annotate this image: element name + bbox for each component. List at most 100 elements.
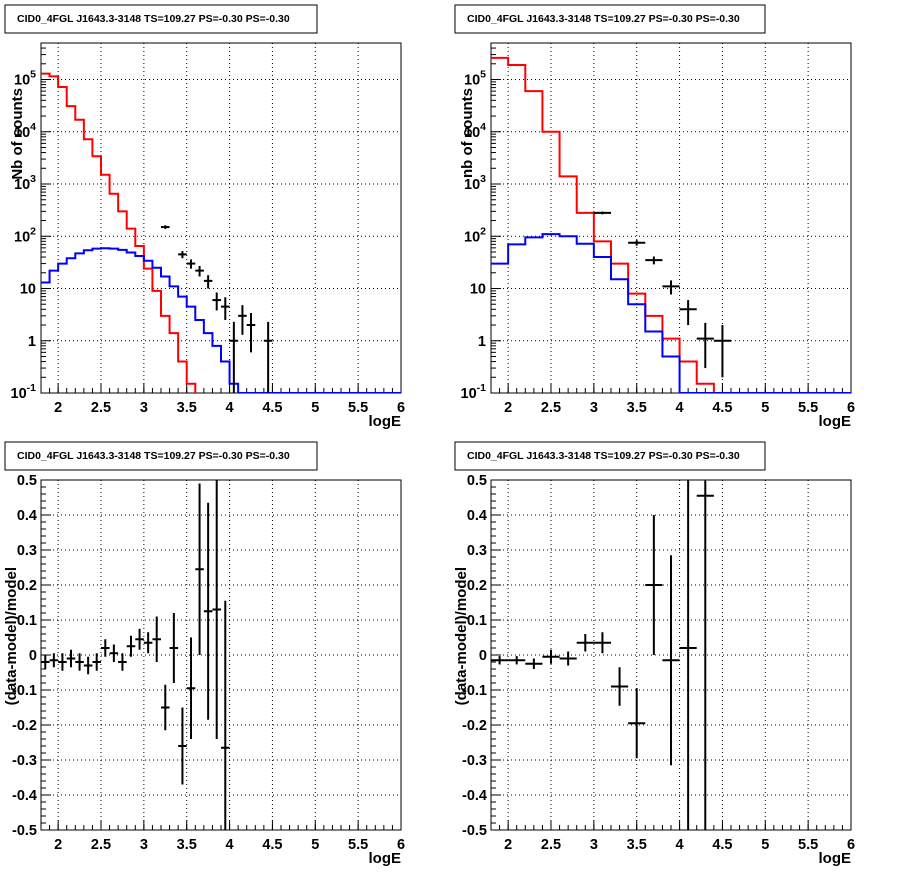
y-tick-label: 104 — [464, 121, 486, 141]
x-tick-label: 5 — [311, 837, 319, 853]
x-tick-label: 3.5 — [627, 400, 647, 416]
x-tick-label: 5.5 — [798, 837, 818, 853]
y-tick-label: -0.3 — [462, 753, 487, 769]
data-point — [221, 297, 230, 320]
data-point — [238, 305, 247, 335]
y-tick-label: 0.5 — [467, 473, 487, 489]
y-tick-label: 103 — [464, 173, 486, 193]
y-tick-label: 10 — [470, 282, 486, 298]
y-tick-label: -0.5 — [12, 823, 37, 839]
x-tick-label: 4 — [226, 837, 234, 853]
x-axis-label: logE — [369, 850, 402, 867]
data-point — [143, 632, 153, 654]
histogram-series-1 — [491, 56, 715, 393]
data-point — [178, 251, 187, 259]
data-point — [101, 639, 110, 657]
chart-2: CID0_4FGL J1643.3-3148 TS=109.27 PS=-0.3… — [454, 4, 855, 430]
data-point — [679, 300, 697, 326]
y-tick-label: 104 — [14, 121, 36, 141]
y-axis-label: nb of counts — [459, 88, 476, 178]
y-tick-label: 103 — [14, 173, 36, 193]
data-point — [696, 480, 714, 830]
x-tick-label: 4 — [676, 837, 684, 853]
x-axis-label: logE — [819, 413, 852, 430]
data-point — [58, 653, 67, 671]
data-point — [263, 321, 273, 393]
x-tick-label: 3 — [140, 400, 148, 416]
y-tick-label: -0.4 — [12, 788, 37, 804]
chart-4: CID0_4FGL J1643.3-3148 TS=109.27 PS=-0.3… — [453, 441, 855, 867]
data-point — [75, 653, 84, 671]
data-point — [221, 600, 230, 830]
x-tick-label: 6 — [397, 400, 405, 416]
y-tick-label: 0.4 — [467, 508, 487, 524]
data-point — [126, 635, 136, 657]
chart-title: CID0_4FGL J1643.3-3148 TS=109.27 PS=-0.3… — [17, 13, 290, 25]
data-point — [92, 653, 101, 671]
chart-title: CID0_4FGL J1643.3-3148 TS=109.27 PS=-0.3… — [467, 13, 740, 25]
data-point — [576, 634, 594, 652]
x-tick-label: 2 — [54, 837, 62, 853]
data-point — [152, 616, 161, 662]
y-axis-label: (data-model)/model — [3, 567, 20, 705]
data-point — [161, 225, 170, 229]
x-tick-label: 4.5 — [262, 400, 282, 416]
x-tick-label: 2 — [504, 837, 512, 853]
title-box — [4, 441, 318, 471]
x-tick-label: 2.5 — [541, 400, 561, 416]
chart-title: CID0_4FGL J1643.3-3148 TS=109.27 PS=-0.3… — [467, 450, 740, 462]
y-tick-label: 0.5 — [17, 473, 37, 489]
y-tick-label: 1 — [478, 334, 486, 350]
y-axis-label: (data-model)/model — [453, 567, 470, 705]
plot-area — [491, 56, 851, 393]
data-point — [203, 275, 213, 289]
data-point — [645, 515, 663, 655]
y-tick-label: 0.3 — [467, 543, 487, 559]
chart-1: CID0_4FGL J1643.3-3148 TS=109.27 PS=-0.3… — [4, 4, 405, 430]
data-point — [559, 651, 577, 666]
x-tick-label: 6 — [847, 837, 855, 853]
histogram-series-1 — [41, 72, 197, 393]
plot-area — [41, 480, 230, 830]
y-tick-label: -0.3 — [12, 753, 37, 769]
data-point — [593, 211, 611, 215]
title-box — [454, 4, 766, 34]
title-box — [4, 4, 318, 34]
data-point — [542, 649, 560, 664]
data-point — [628, 688, 646, 759]
data-point — [135, 628, 144, 650]
x-tick-label: 3 — [590, 400, 598, 416]
x-tick-label: 4.5 — [712, 400, 732, 416]
data-point — [593, 632, 611, 654]
data-point — [66, 649, 76, 668]
data-point — [195, 483, 204, 655]
x-tick-label: 2 — [54, 400, 62, 416]
errorbar-series — [161, 225, 273, 393]
y-tick-label: -0.2 — [12, 718, 37, 734]
data-point — [109, 644, 119, 662]
chart-3: CID0_4FGL J1643.3-3148 TS=109.27 PS=-0.3… — [3, 441, 405, 867]
data-point — [491, 656, 509, 665]
y-tick-label: 10-1 — [11, 382, 37, 402]
data-point — [186, 259, 196, 269]
y-tick-label: 10 — [20, 282, 36, 298]
errorbar-series — [491, 480, 714, 830]
y-tick-label: -0.5 — [462, 823, 487, 839]
data-point — [246, 312, 256, 353]
data-point — [212, 480, 221, 739]
x-tick-label: 5.5 — [798, 400, 818, 416]
x-tick-label: 2.5 — [91, 837, 111, 853]
data-point — [229, 321, 239, 393]
data-point — [83, 656, 93, 675]
data-point — [169, 613, 179, 683]
histogram-series-2 — [491, 233, 851, 393]
data-point — [49, 653, 59, 668]
chart-title: CID0_4FGL J1643.3-3148 TS=109.27 PS=-0.3… — [17, 450, 290, 462]
x-tick-label: 2.5 — [541, 837, 561, 853]
histogram-series-2 — [41, 247, 401, 393]
errorbar-series — [593, 211, 731, 378]
y-tick-label: 105 — [464, 69, 486, 89]
data-point — [203, 502, 213, 720]
data-point — [662, 280, 680, 295]
